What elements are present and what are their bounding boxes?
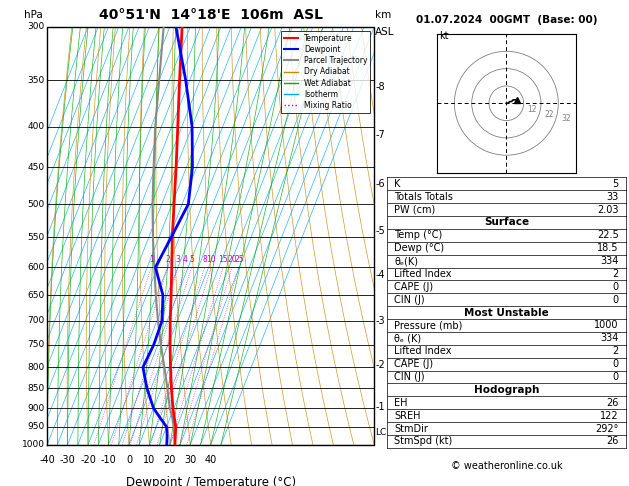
Text: 40: 40 [204,455,217,465]
Text: 1: 1 [149,255,153,264]
Text: -3: -3 [376,316,386,326]
Legend: Temperature, Dewpoint, Parcel Trajectory, Dry Adiabat, Wet Adiabat, Isotherm, Mi: Temperature, Dewpoint, Parcel Trajectory… [281,31,370,113]
Text: Mixing Ratio (g/kg): Mixing Ratio (g/kg) [402,187,412,285]
Text: θₑ (K): θₑ (K) [394,333,421,344]
Text: 450: 450 [28,163,45,172]
Text: -7: -7 [376,130,386,140]
Text: EH: EH [394,398,408,408]
Text: 600: 600 [27,263,45,272]
Text: 2: 2 [613,346,619,356]
Text: Surface: Surface [484,217,529,227]
Text: -40: -40 [39,455,55,465]
Text: hPa: hPa [23,11,42,20]
Text: 650: 650 [27,291,45,300]
Text: 40°51'N  14°18'E  106m  ASL: 40°51'N 14°18'E 106m ASL [99,8,323,22]
Text: 20: 20 [164,455,176,465]
Text: -8: -8 [376,82,386,92]
Text: IIII: IIII [392,200,402,208]
Text: CAPE (J): CAPE (J) [394,282,433,292]
Text: 550: 550 [27,233,45,242]
Text: 0: 0 [613,295,619,305]
Text: ASL: ASL [376,27,395,37]
Text: CIN (J): CIN (J) [394,372,425,382]
Text: 2.03: 2.03 [597,205,619,215]
Text: Hodograph: Hodograph [474,385,539,395]
Text: 22.5: 22.5 [597,230,619,241]
Text: 1000: 1000 [594,320,619,330]
Text: 12: 12 [527,105,537,114]
Text: 01.07.2024  00GMT  (Base: 00): 01.07.2024 00GMT (Base: 00) [416,15,597,25]
Text: 5: 5 [189,255,194,264]
Text: -6: -6 [376,179,386,189]
Text: km: km [376,11,391,20]
Text: 22: 22 [545,110,554,119]
Text: 15: 15 [218,255,228,264]
Text: -1: -1 [376,402,386,412]
Text: 0: 0 [613,359,619,369]
Text: -2: -2 [376,360,386,370]
Text: 800: 800 [27,363,45,372]
Text: 292°: 292° [595,423,619,434]
Text: 2: 2 [165,255,170,264]
Text: θₑ(K): θₑ(K) [394,256,418,266]
Text: 5: 5 [613,179,619,189]
Text: StmSpd (kt): StmSpd (kt) [394,436,452,447]
Text: Most Unstable: Most Unstable [464,308,548,318]
Text: 400: 400 [28,122,45,131]
Text: 334: 334 [600,256,619,266]
Text: 32: 32 [562,114,571,122]
Text: Dewpoint / Temperature (°C): Dewpoint / Temperature (°C) [126,476,296,486]
Text: 8: 8 [203,255,207,264]
Text: 20: 20 [227,255,237,264]
Text: 300: 300 [27,22,45,31]
Text: PW (cm): PW (cm) [394,205,435,215]
Text: 334: 334 [600,333,619,344]
Text: -4: -4 [376,270,386,280]
Text: -5: -5 [376,226,386,236]
Text: 3: 3 [175,255,181,264]
Text: 25: 25 [234,255,244,264]
Text: © weatheronline.co.uk: © weatheronline.co.uk [450,461,562,471]
Text: IIII: IIII [392,316,402,325]
Text: r--: r-- [392,384,401,393]
Text: Totals Totals: Totals Totals [394,191,453,202]
Text: 33: 33 [606,191,619,202]
Text: 30: 30 [184,455,196,465]
Text: 10: 10 [143,455,155,465]
Text: Pressure (mb): Pressure (mb) [394,320,462,330]
Text: LCL: LCL [375,428,391,437]
Text: 26: 26 [606,436,619,447]
Text: Temp (°C): Temp (°C) [394,230,442,241]
Text: 122: 122 [600,411,619,421]
Text: 18.5: 18.5 [597,243,619,253]
Text: kt: kt [439,31,448,41]
Text: 750: 750 [27,340,45,349]
Text: Dewp (°C): Dewp (°C) [394,243,444,253]
Text: 850: 850 [27,384,45,393]
Text: SREH: SREH [394,411,421,421]
Text: 900: 900 [27,403,45,413]
Text: 500: 500 [27,200,45,208]
Text: -10: -10 [101,455,116,465]
Text: 700: 700 [27,316,45,325]
Text: 1000: 1000 [21,440,45,449]
Text: -20: -20 [80,455,96,465]
Text: Lifted Index: Lifted Index [394,269,452,279]
Text: 950: 950 [27,422,45,432]
Text: 10: 10 [206,255,216,264]
Text: Lifted Index: Lifted Index [394,346,452,356]
Text: 26: 26 [606,398,619,408]
Text: K: K [394,179,401,189]
Text: 0: 0 [613,282,619,292]
Text: 2: 2 [613,269,619,279]
Text: StmDir: StmDir [394,423,428,434]
Text: 0: 0 [126,455,132,465]
Text: 350: 350 [27,76,45,85]
Text: -30: -30 [60,455,75,465]
Text: CAPE (J): CAPE (J) [394,359,433,369]
Text: 4: 4 [183,255,188,264]
Text: 0: 0 [613,372,619,382]
Text: CIN (J): CIN (J) [394,295,425,305]
